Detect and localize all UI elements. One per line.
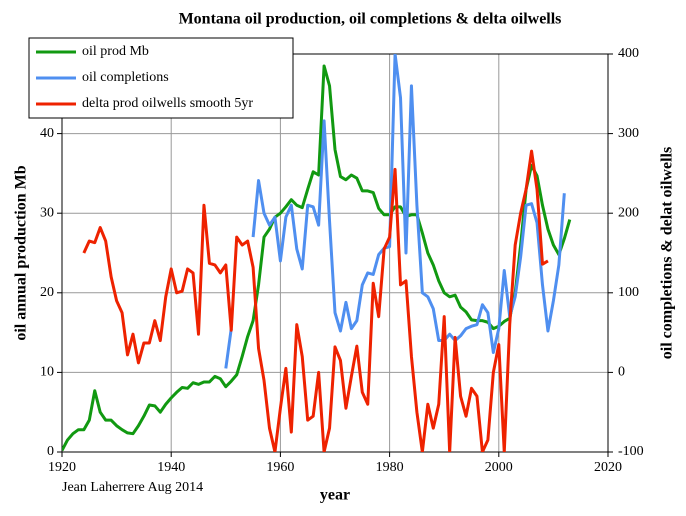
plot-frame bbox=[61, 53, 609, 453]
y2-tick-label: 100 bbox=[618, 285, 639, 300]
y-tick-label: 10 bbox=[40, 365, 54, 380]
y-tick-label: 0 bbox=[47, 444, 54, 459]
legend-label: oil completions bbox=[82, 70, 169, 85]
legend-label: delta prod oilwells smooth 5yr bbox=[82, 96, 253, 111]
y2-tick-label: 0 bbox=[618, 365, 625, 380]
x-tick-label: 2000 bbox=[485, 460, 513, 475]
y2-tick-label: -100 bbox=[618, 444, 644, 459]
y2-tick-label: 400 bbox=[618, 46, 639, 61]
x-tick-label: 1940 bbox=[157, 460, 185, 475]
legend-label: oil prod Mb bbox=[82, 44, 149, 59]
x-axis-label: year bbox=[320, 487, 350, 504]
x-tick-label: 1920 bbox=[48, 460, 76, 475]
y-tick-label: 40 bbox=[40, 126, 54, 141]
y2-axis-label: oil completions & delat oilwells bbox=[659, 147, 676, 359]
y2-tick-label: 300 bbox=[618, 126, 639, 141]
y2-tick-label: 200 bbox=[618, 205, 639, 220]
y-tick-label: 30 bbox=[40, 205, 54, 220]
annotation: Jean Laherrere Aug 2014 bbox=[62, 480, 203, 495]
y-axis-label: oil annual production Mb bbox=[13, 165, 30, 340]
x-tick-label: 1960 bbox=[266, 460, 294, 475]
y-tick-label: 20 bbox=[40, 285, 54, 300]
series-line bbox=[82, 149, 549, 452]
series-line bbox=[62, 64, 572, 452]
chart-title: Montana oil production, oil completions … bbox=[179, 11, 562, 28]
x-tick-label: 2020 bbox=[594, 460, 622, 475]
x-tick-label: 1980 bbox=[376, 460, 404, 475]
